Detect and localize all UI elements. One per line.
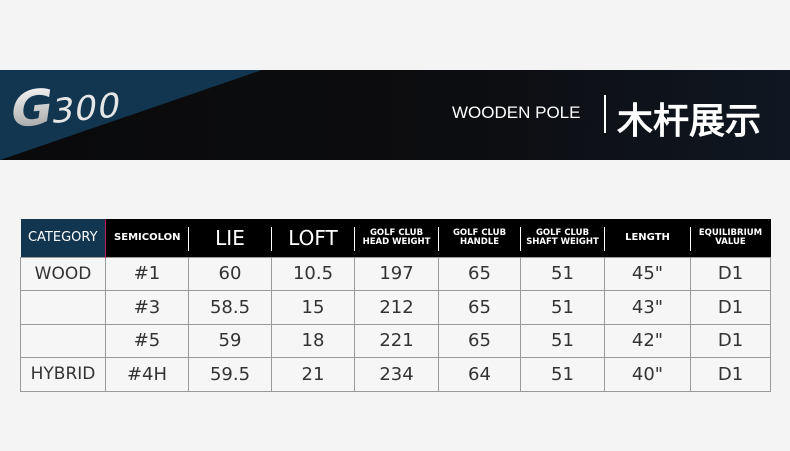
value-cell: D1 [690, 256, 771, 291]
title-divider [604, 95, 606, 133]
column-header: GOLF CLUB HANDLE [438, 219, 521, 257]
value-cell: D1 [690, 323, 771, 358]
value-cell: #1 [105, 256, 189, 291]
value-cell: 59.5 [188, 357, 272, 392]
category-cell [20, 290, 106, 325]
value-cell: 58.5 [188, 290, 272, 325]
value-cell: 21 [271, 357, 355, 392]
column-header: GOLF CLUB HEAD WEIGHT [354, 219, 439, 257]
value-cell: 197 [354, 256, 439, 291]
g300-logo: G300 [7, 70, 127, 140]
table-row: #3 58.5 15 212 65 51 43" D1 [20, 290, 771, 325]
value-cell: 43" [604, 290, 691, 325]
table-row: #5 59 18 221 65 51 42" D1 [20, 323, 771, 358]
value-cell: 51 [520, 256, 605, 291]
column-header: GOLF CLUB SHAFT WEIGHT [520, 219, 605, 257]
category-cell [20, 323, 106, 358]
value-cell: #4H [105, 357, 189, 392]
table-row: WOOD #1 60 10.5 197 65 51 45" D1 [20, 256, 771, 291]
value-cell: 65 [438, 290, 521, 325]
table-header-row: CATEGORY SEMICOLON LIE LOFT GOLF CLUB HEAD W… [20, 219, 771, 257]
value-cell: 51 [520, 323, 605, 358]
value-cell: 65 [438, 323, 521, 358]
column-header: EQUILIBRIUM VALUE [690, 219, 771, 257]
value-cell: 65 [438, 256, 521, 291]
value-cell: D1 [690, 357, 771, 392]
value-cell: 51 [520, 357, 605, 392]
value-cell: 45" [604, 256, 691, 291]
value-cell: 51 [520, 290, 605, 325]
column-header: LOFT [271, 219, 355, 257]
value-cell: 221 [354, 323, 439, 358]
value-cell: 234 [354, 357, 439, 392]
category-cell: WOOD [20, 256, 106, 291]
title-english: WOODEN POLE [452, 103, 581, 122]
value-cell: 15 [271, 290, 355, 325]
logo-number: 300 [49, 85, 125, 133]
specs-table: CATEGORY SEMICOLON LIE LOFT GOLF CLUB HEAD W… [20, 219, 771, 392]
value-cell: 10.5 [271, 256, 355, 291]
value-cell: #3 [105, 290, 189, 325]
column-header: CATEGORY [20, 219, 106, 257]
table-row: HYBRID #4H 59.5 21 234 64 51 40" D1 [20, 357, 771, 392]
category-cell: HYBRID [20, 357, 106, 392]
column-header: LENGTH [604, 219, 691, 257]
value-cell: 18 [271, 323, 355, 358]
value-cell: D1 [690, 290, 771, 325]
value-cell: 40" [604, 357, 691, 392]
title-chinese: 木杆展示 [617, 101, 762, 142]
column-header: LIE [188, 219, 272, 257]
value-cell: 64 [438, 357, 521, 392]
value-cell: 59 [188, 323, 272, 358]
value-cell: 60 [188, 256, 272, 291]
value-cell: #5 [105, 323, 189, 358]
value-cell: 42" [604, 323, 691, 358]
value-cell: 212 [354, 290, 439, 325]
column-header: SEMICOLON [105, 219, 189, 257]
header-banner: G300 WOODEN POLE 木杆展示 [0, 70, 790, 160]
